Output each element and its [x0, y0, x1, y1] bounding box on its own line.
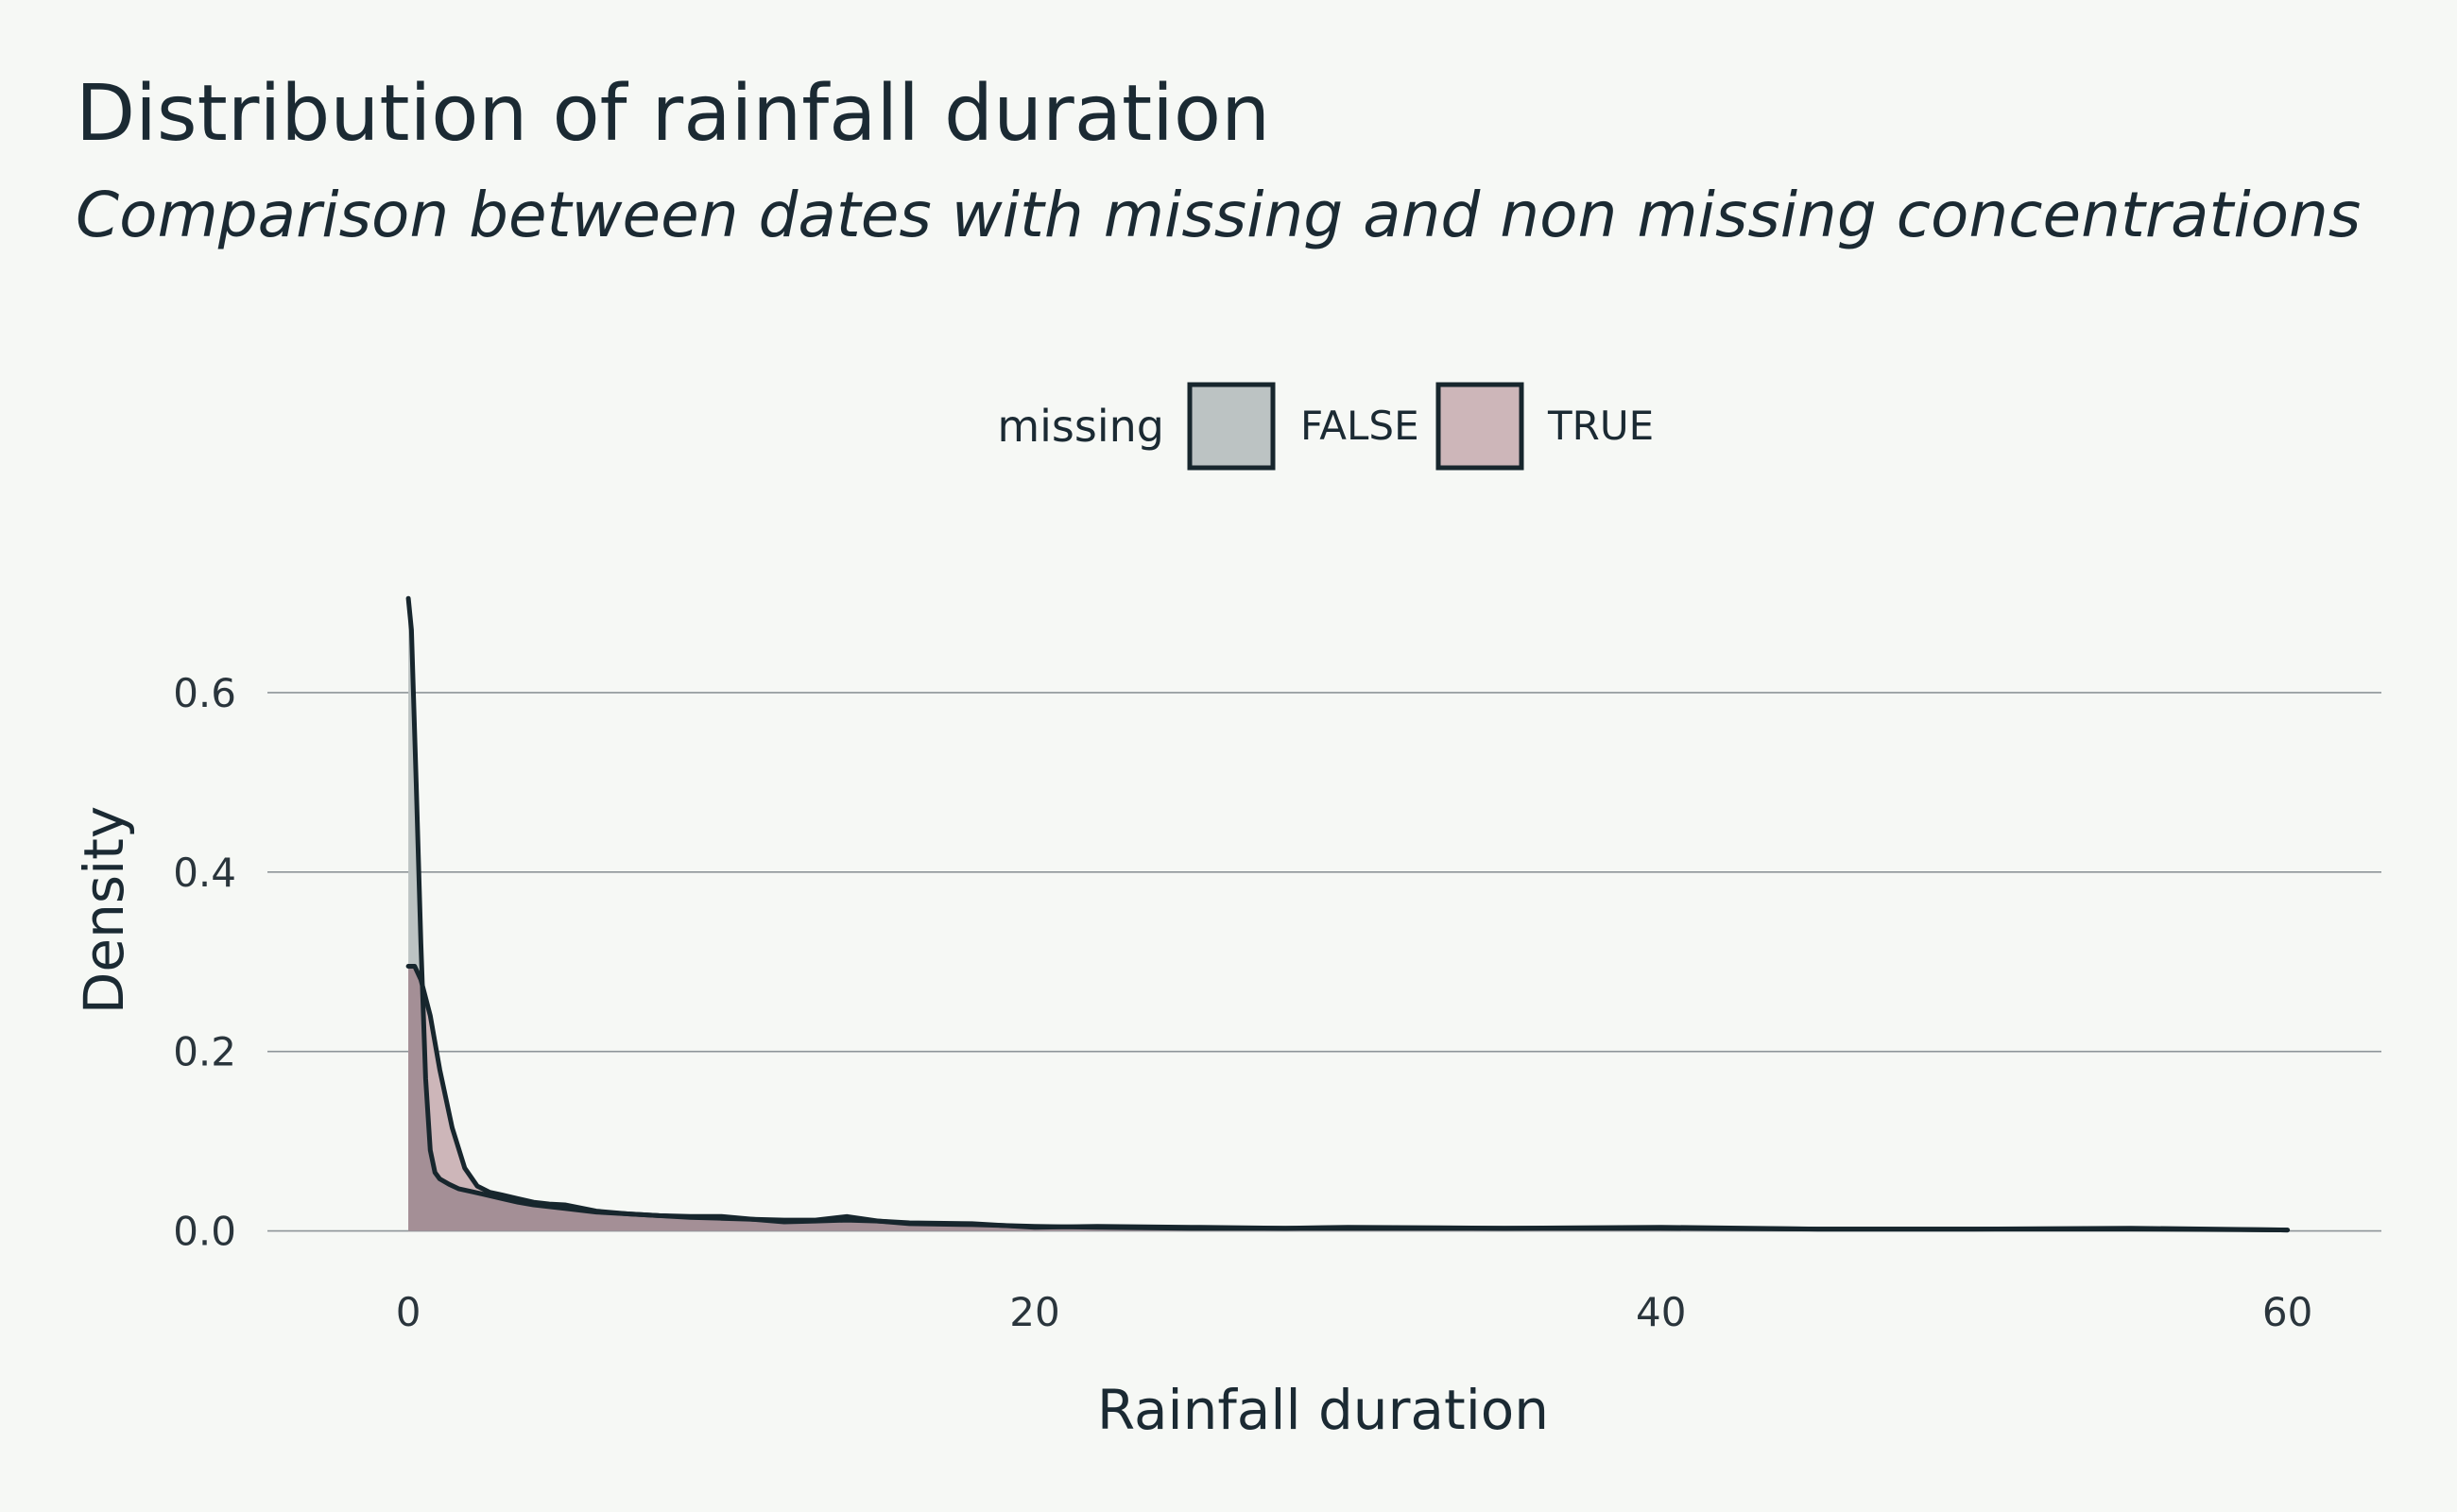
chart-subtitle: Comparison between dates with missing an… — [76, 179, 2361, 251]
legend-label-false: FALSE — [1300, 403, 1419, 449]
x-axis-title: Rainfall duration — [1097, 1378, 1549, 1442]
gridlines — [267, 692, 2381, 1232]
x-tick-label: 60 — [2262, 1289, 2312, 1335]
legend-swatch-true — [1435, 382, 1524, 471]
density-area-overlap — [408, 966, 2288, 1231]
legend: missing FALSE TRUE — [997, 382, 1654, 471]
density-line-true — [405, 964, 2291, 1233]
y-tick-label: 0.2 — [173, 1029, 236, 1075]
legend-swatch-false — [1187, 382, 1276, 471]
y-tick-label: 0.4 — [173, 850, 236, 896]
y-axis-title: Density — [72, 806, 136, 1015]
x-tick-label: 0 — [396, 1289, 421, 1335]
chart-title: Distribution of rainfall duration — [76, 69, 1270, 159]
y-axis-ticks: 0.0 0.2 0.4 0.6 — [173, 670, 236, 1255]
density-lines — [405, 595, 2291, 1233]
x-tick-label: 20 — [1009, 1289, 1059, 1335]
y-tick-label: 0.6 — [173, 670, 236, 716]
y-tick-label: 0.0 — [173, 1209, 236, 1255]
x-tick-label: 40 — [1636, 1289, 1686, 1335]
x-axis-ticks: 0 20 40 60 — [396, 1289, 2313, 1335]
legend-label-true: TRUE — [1547, 403, 1654, 449]
density-area-true — [408, 966, 2288, 1231]
legend-title: missing — [997, 401, 1164, 452]
